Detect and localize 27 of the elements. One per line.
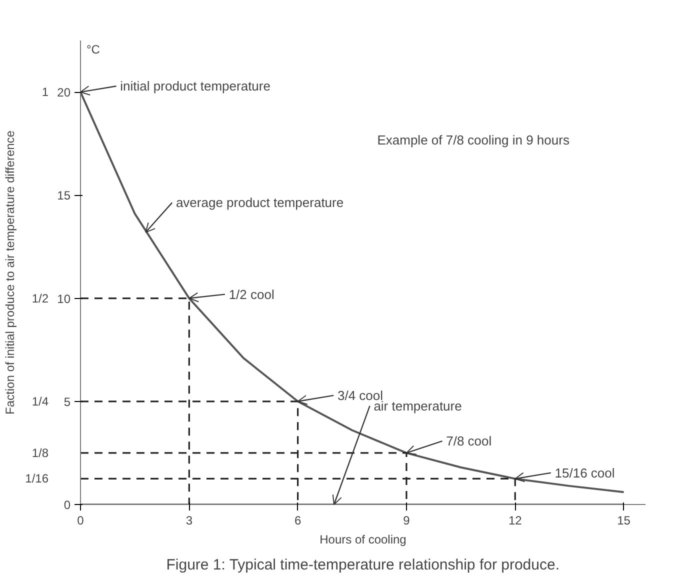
x-tick-label: 0 xyxy=(77,514,84,528)
y2-axis-title: Faction of initial produce to air temperature difference xyxy=(3,130,18,414)
y2-tick-label: 1/4 xyxy=(32,394,49,408)
annotation: Example of 7/8 cooling in 9 hours xyxy=(377,132,570,148)
x-axis-title: Hours of cooling xyxy=(320,532,406,546)
annotation: initial product temperature xyxy=(120,78,270,94)
y-tick-label: 15 xyxy=(57,188,71,203)
y2-tick-label: 1/2 xyxy=(32,291,49,306)
x-tick-label: 9 xyxy=(403,514,410,528)
x-tick-label: 15 xyxy=(617,514,631,528)
y2-tick-label: 1 xyxy=(42,85,49,100)
y-tick-label: 10 xyxy=(57,292,71,306)
text: Figure 1: Typical time-temperature relationship for produce. xyxy=(166,556,560,574)
annotation: 7/8 cool xyxy=(446,434,492,449)
annotation: average product temperature xyxy=(176,195,344,210)
annotation: 1/2 cool xyxy=(228,286,274,302)
x-tick-label: 6 xyxy=(294,514,302,528)
annotation: °C xyxy=(86,42,100,56)
y2-tick-label: 1/16 xyxy=(25,472,49,486)
x-tick-label: 3 xyxy=(186,514,193,528)
y-tick-label: 20 xyxy=(57,86,71,100)
x-tick-label: 12 xyxy=(508,514,522,528)
annotation: 15/16 cool xyxy=(554,465,615,480)
y-tick-label: 5 xyxy=(64,394,71,409)
y-tick-label: 0 xyxy=(64,498,71,512)
y2-tick-label: 1/8 xyxy=(32,446,49,460)
annotation: 3/4 cool xyxy=(337,388,384,403)
